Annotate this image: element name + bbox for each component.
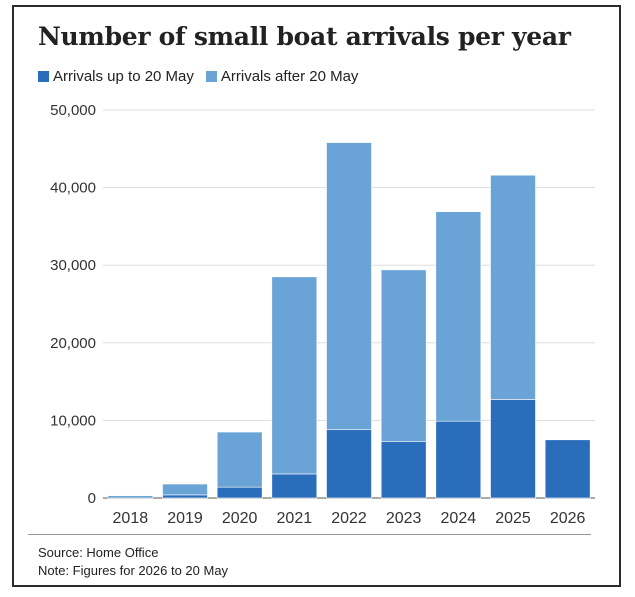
x-tick-label: 2019 <box>167 510 203 527</box>
bar-2019-after-20-may <box>162 483 208 496</box>
legend-item-after-20-may: Arrivals after 20 May <box>205 68 359 85</box>
y-tick-label: 50,000 <box>50 102 96 119</box>
bar-2019-up-to-20-may <box>162 494 208 499</box>
x-tick-label: 2024 <box>441 510 477 527</box>
chart-legend: Arrivals up to 20 May Arrivals after 20 … <box>38 68 370 85</box>
bar-2018-after-20-may <box>107 495 154 499</box>
x-tick-label: 2022 <box>331 510 367 527</box>
y-tick-label: 10,000 <box>50 412 96 429</box>
y-tick-label: 40,000 <box>50 180 96 197</box>
footer-divider <box>28 534 591 535</box>
x-tick-label: 2018 <box>113 510 149 527</box>
legend-label-after-20-may: Arrivals after 20 May <box>220 68 359 85</box>
bar-2025-after-20-may <box>490 174 536 400</box>
y-tick-label: 20,000 <box>50 335 96 352</box>
bar-2024-after-20-may <box>435 211 482 422</box>
y-tick-label: 0 <box>88 490 96 507</box>
x-tick-label: 2023 <box>386 510 422 527</box>
x-tick-label: 2021 <box>277 510 313 527</box>
bar-2021-up-to-20-may <box>271 473 318 499</box>
note-text: Note: Figures for 2026 to 20 May <box>38 563 229 578</box>
legend-swatch-up-to-20-may <box>38 71 49 82</box>
legend-label-up-to-20-may: Arrivals up to 20 May <box>53 68 194 85</box>
bar-2026-up-to-20-may <box>544 439 591 499</box>
legend-item-up-to-20-may: Arrivals up to 20 May <box>38 68 194 85</box>
logo-placeholder <box>553 545 613 575</box>
bar-2020-up-to-20-may <box>216 486 263 499</box>
bar-2020-after-20-may <box>216 431 263 488</box>
x-tick-label: 2026 <box>550 510 586 527</box>
bar-2024-up-to-20-may <box>435 420 482 499</box>
x-tick-label: 2025 <box>495 510 531 527</box>
legend-swatch-after-20-may <box>205 71 217 82</box>
chart-title: Number of small boat arrivals per year <box>38 22 571 51</box>
bar-2023-up-to-20-may <box>380 441 427 499</box>
x-tick-label: 2020 <box>222 510 258 527</box>
y-tick-label: 30,000 <box>50 257 96 274</box>
bar-2022-up-to-20-may <box>326 429 372 499</box>
bar-2022-after-20-may <box>326 142 372 431</box>
bar-2023-after-20-may <box>380 269 427 442</box>
bar-2025-up-to-20-may <box>490 399 536 499</box>
bar-2021-after-20-may <box>271 276 318 475</box>
source-text: Source: Home Office <box>38 545 159 560</box>
